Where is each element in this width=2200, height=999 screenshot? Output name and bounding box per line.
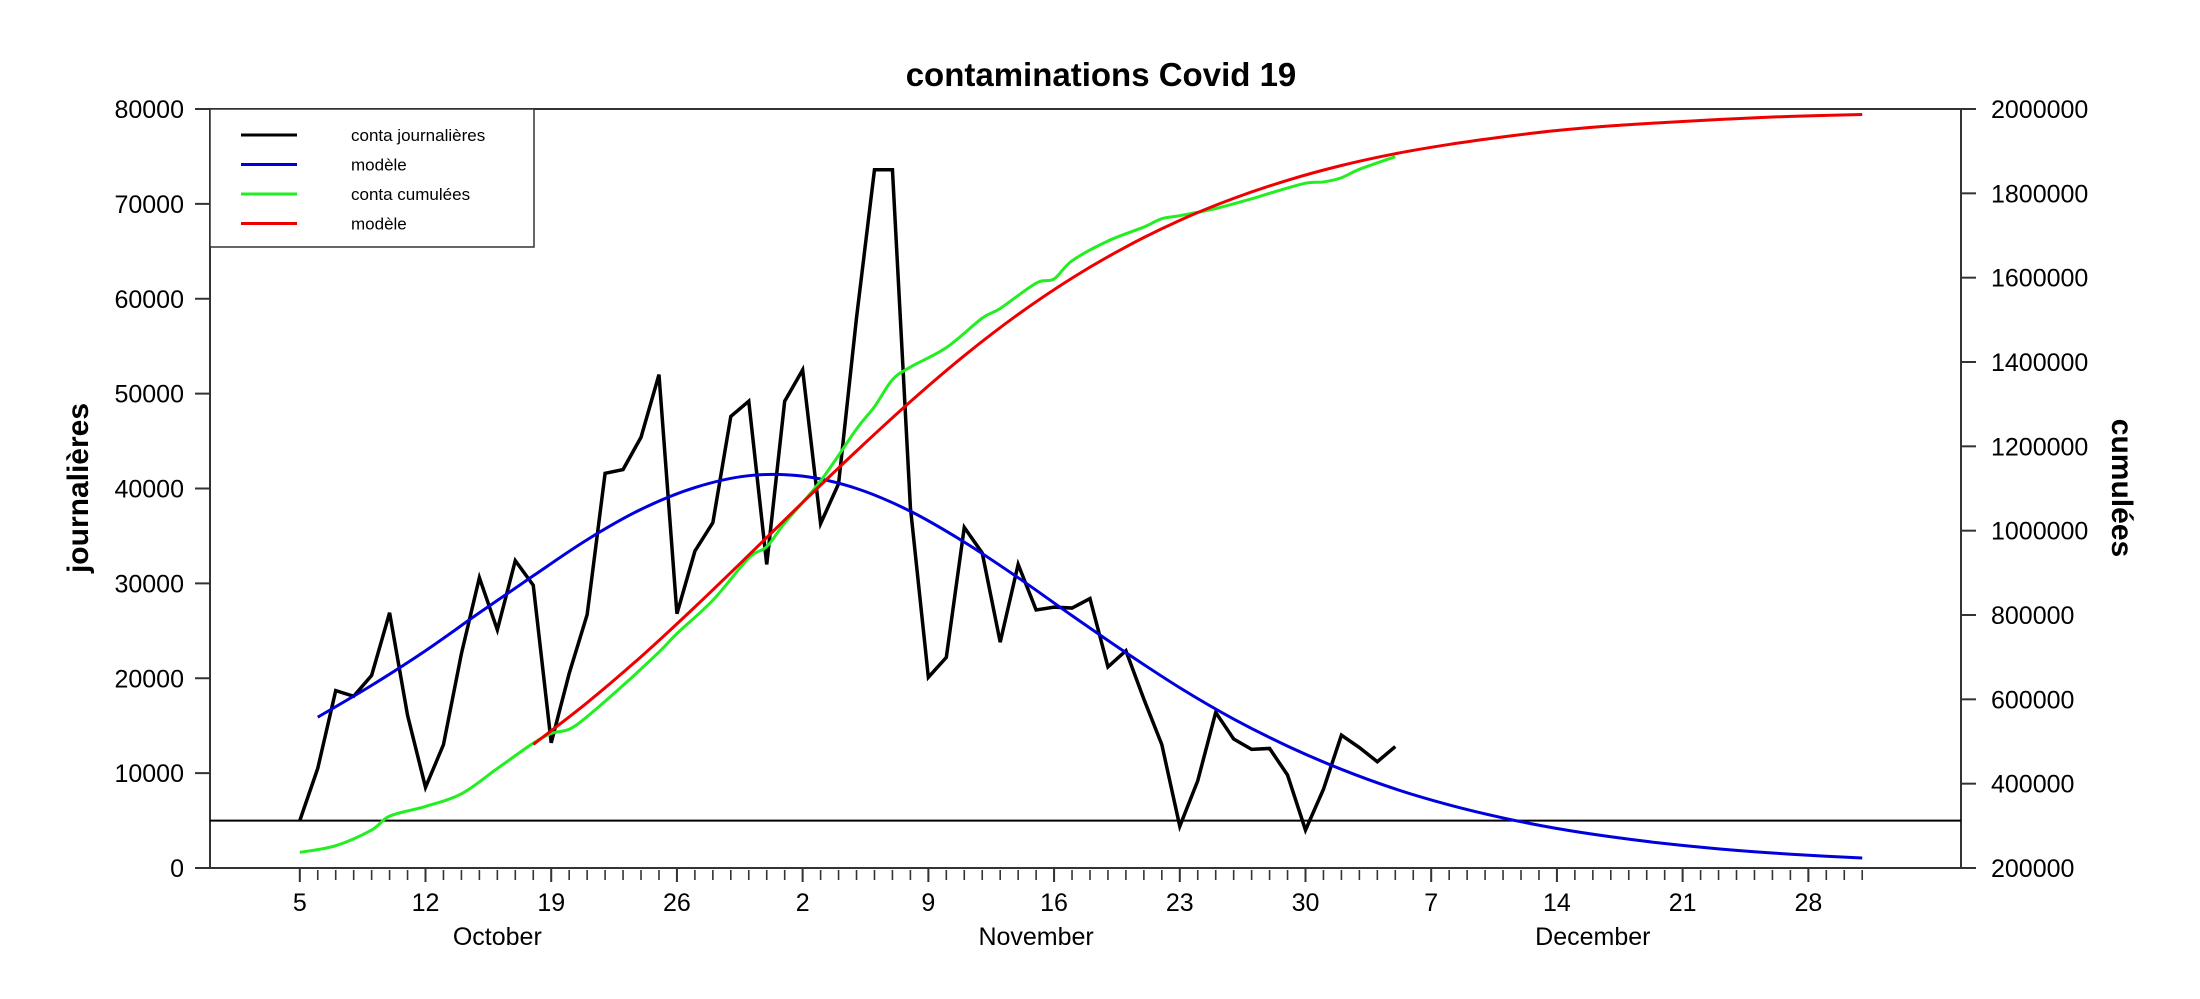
x-month-label: October	[453, 923, 542, 951]
x-tick-label: 2	[796, 889, 810, 917]
y-right-tick-label: 400000	[1991, 771, 2074, 799]
y-right-tick-label: 200000	[1991, 855, 2074, 883]
axes: 0 10000 20000 30000 40000 50000 60000 70000 8000…	[114, 96, 2088, 951]
x-month-label: November	[978, 923, 1093, 951]
x-month-label: December	[1535, 923, 1650, 951]
x-tick-label: 30	[1292, 889, 1320, 917]
x-tick-label: 28	[1794, 889, 1822, 917]
x-tick-label: 14	[1543, 889, 1571, 917]
y-right-tick-label: 1000000	[1991, 518, 2088, 546]
x-tick-label: 9	[921, 889, 935, 917]
y-right-tick-label: 1800000	[1991, 180, 2088, 208]
y-left-tick-label: 10000	[114, 760, 184, 788]
legend-label: conta cumulées	[351, 185, 470, 204]
x-tick-label: 7	[1424, 889, 1438, 917]
series-line-2	[299, 155, 1396, 854]
y-left-tick-label: 40000	[114, 476, 184, 504]
x-tick-label: 23	[1166, 889, 1194, 917]
x-tick-label: 16	[1040, 889, 1068, 917]
y-right-tick-label: 800000	[1991, 602, 2074, 630]
y-right-tick-label: 1600000	[1991, 265, 2088, 293]
y-left-tick-label: 0	[170, 855, 184, 883]
legend-label: modèle	[351, 215, 407, 234]
x-tick-label: 12	[412, 889, 440, 917]
y-left-tick-label: 80000	[114, 96, 184, 124]
chart-title: contaminations Covid 19	[906, 56, 1297, 93]
y-right-tick-label: 1200000	[1991, 433, 2088, 461]
series-line-3	[532, 112, 1863, 746]
y-right-tick-label: 1400000	[1991, 349, 2088, 377]
y-right-tick-label: 2000000	[1991, 96, 2088, 124]
x-tick-label: 19	[537, 889, 565, 917]
x-tick-label: 5	[293, 889, 307, 917]
y-left-tick-label: 30000	[114, 570, 184, 598]
x-tick-label: 26	[663, 889, 691, 917]
y-left-tick-label: 20000	[114, 665, 184, 693]
y-left-tick-label: 70000	[114, 191, 184, 219]
y-left-tick-label: 50000	[114, 381, 184, 409]
x-tick-label: 21	[1669, 889, 1697, 917]
y-left-tick-label: 60000	[114, 286, 184, 314]
y-right-tick-label: 600000	[1991, 686, 2074, 714]
legend-label: modèle	[351, 156, 407, 175]
series-line-1	[316, 472, 1863, 860]
y-axis-left-title: journalières	[62, 403, 95, 574]
y-axis-right-title: cumulées	[2105, 419, 2138, 557]
series-group	[298, 112, 1863, 860]
legend-label: conta journalières	[351, 126, 485, 145]
series-line-0	[298, 167, 1397, 835]
legend: conta journalières modèle conta cumulées mo…	[209, 108, 535, 248]
